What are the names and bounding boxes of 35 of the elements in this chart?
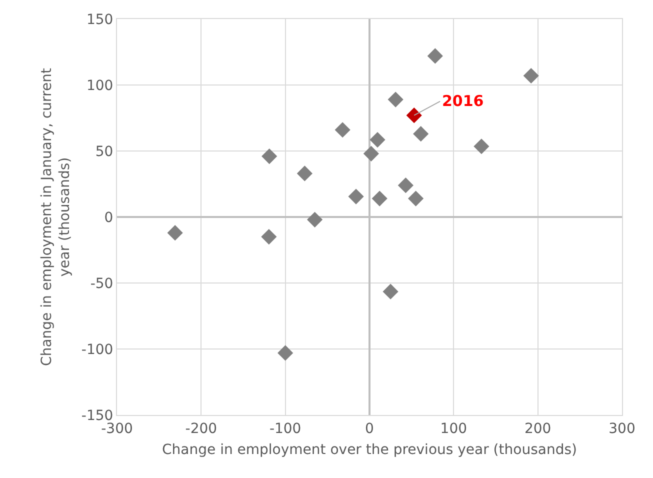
y-tick-label: 100: [86, 78, 114, 94]
y-tick-label: -50: [90, 276, 114, 292]
x-axis-title: Change in employment over the previous year (thousands): [162, 442, 577, 458]
point: [348, 188, 364, 204]
point: [427, 48, 443, 64]
x-tick-label: 200: [524, 420, 552, 437]
point: [278, 345, 294, 361]
x-tick-label: 300: [608, 420, 636, 437]
point: [413, 126, 429, 142]
y-tick-label: -100: [81, 342, 114, 358]
point: [306, 212, 323, 228]
point: [406, 108, 422, 124]
x-tick-label: 100: [440, 420, 468, 437]
point: [363, 146, 379, 162]
point: [523, 68, 539, 84]
x-tick-label: -200: [185, 420, 218, 437]
x-tick-label: -100: [269, 420, 302, 437]
y-tick-label: 150: [86, 12, 114, 28]
point: [398, 178, 414, 194]
point: [370, 132, 386, 148]
point: [382, 284, 398, 300]
point: [474, 138, 490, 154]
annotation: 2016: [442, 92, 484, 110]
point: [261, 229, 277, 245]
point: [388, 92, 404, 108]
point: [334, 122, 350, 138]
point: [408, 190, 424, 206]
point: [262, 148, 278, 164]
x-tick-label: 0: [365, 420, 374, 437]
y-tick-label: 50: [95, 144, 114, 160]
point: [167, 225, 183, 241]
y-tick-label: 0: [104, 210, 114, 226]
point: [296, 166, 312, 182]
point: [372, 190, 388, 206]
y-axis-title: Change in employment in January, current year (thousands): [38, 68, 74, 366]
